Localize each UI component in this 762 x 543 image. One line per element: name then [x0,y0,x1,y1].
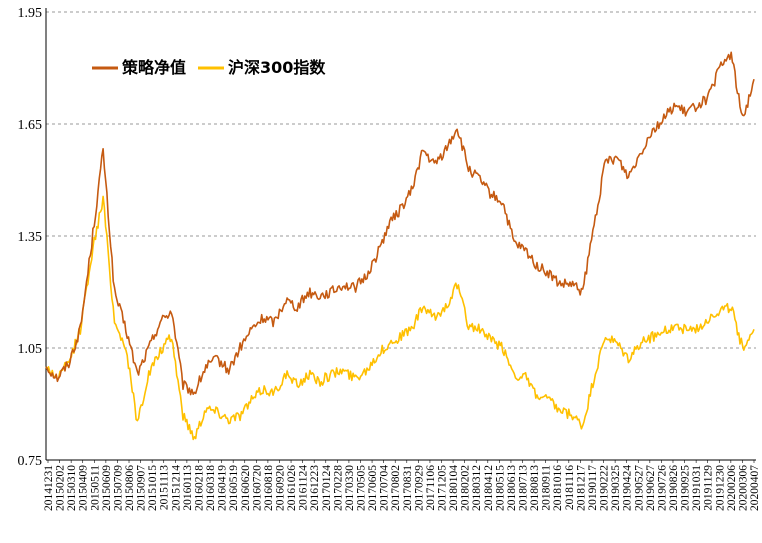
x-tick-label: 20161124 [298,465,310,511]
x-tick-label: 20191129 [703,465,715,511]
y-tick-label: 1.65 [18,118,43,133]
x-tick-label: 20150609 [101,465,113,511]
y-tick-label: 1.05 [18,342,43,357]
legend-label-strategy: 策略净值 [121,58,186,77]
y-tick-label: 1.35 [18,230,43,245]
x-tick-label: 20180613 [506,465,518,511]
x-tick-label: 20200407 [749,465,761,511]
legend: 策略净值 沪深300指数 [92,58,326,77]
x-tick-label: 20180412 [483,465,495,511]
x-tick-labels: 20141231 20150202 20150310 20150409 20150511… [43,460,761,511]
x-tick-label: 20151214 [170,465,182,511]
series-line-1 [45,195,755,441]
x-tick-label: 20151015 [147,465,159,511]
x-tick-label: 20180312 [471,465,483,511]
gridlines [46,11,756,349]
x-tick-label: 20170704 [379,465,391,511]
x-tick-label: 20150511 [89,465,101,511]
x-tick-label: 20151113 [159,465,171,510]
x-tick-label: 20170929 [413,465,425,511]
x-tick-label: 20180202 [460,465,472,511]
x-tick-label: 20160419 [217,465,229,511]
x-tick-label: 20181217 [575,465,587,511]
series-line-0 [45,51,755,396]
axes [45,8,756,461]
x-tick-label: 20190826 [668,465,680,511]
legend-label-csi300: 沪深300指数 [228,58,326,77]
x-tick-label: 20150907 [136,465,148,511]
x-tick-label: 20190325 [610,465,622,511]
x-tick-label: 20180515 [494,465,506,511]
x-tick-label: 20190925 [680,465,692,511]
x-tick-label: 20180813 [529,465,541,511]
x-tick-label: 20200206 [726,465,738,511]
x-tick-label: 20171106 [425,465,437,511]
x-tick-label: 20200306 [737,465,749,511]
x-tick-label: 20161223 [309,465,321,511]
x-tick-label: 20150806 [124,465,136,511]
y-tick-labels: 1.95 1.65 1.35 1.05 0.75 [18,6,43,469]
x-tick-label: 20170802 [390,465,402,511]
x-tick-label: 20160720 [251,465,263,511]
x-tick-label: 20180911 [541,465,553,511]
x-tick-label: 20170831 [402,465,414,511]
series-lines [45,51,755,441]
x-tick-label: 20170505 [355,465,367,511]
x-tick-label: 20180713 [518,465,530,511]
x-tick-label: 20160620 [240,465,252,511]
x-tick-label: 20190222 [599,465,611,511]
x-tick-label: 20150202 [55,465,67,511]
x-tick-label: 20170605 [367,465,379,511]
y-tick-label: 0.75 [18,454,43,469]
x-tick-label: 20160113 [182,465,194,511]
x-tick-label: 20161026 [286,465,298,511]
y-tick-label: 1.95 [18,6,43,21]
x-tick-label: 20141231 [43,465,55,511]
x-tick-label: 20160218 [193,465,205,511]
x-tick-label: 20191031 [691,465,703,511]
x-tick-label: 20181116 [564,465,576,510]
x-tick-label: 20170228 [332,465,344,511]
x-tick-label: 20190627 [645,465,657,511]
x-tick-label: 20181016 [552,465,564,511]
x-tick-label: 20180104 [448,465,460,511]
x-tick-label: 20190424 [622,465,634,511]
x-tick-label: 20150709 [112,465,124,511]
x-tick-label: 20190726 [656,465,668,511]
x-tick-label: 20170124 [321,465,333,511]
x-tick-label: 20160318 [205,465,217,511]
x-tick-label: 20170330 [344,465,356,511]
x-tick-label: 20190527 [633,465,645,511]
x-tick-label: 20191230 [714,465,726,511]
x-tick-label: 20160519 [228,465,240,511]
x-tick-label: 20150310 [66,465,78,511]
x-tick-label: 20160920 [274,465,286,511]
x-tick-label: 20190117 [587,465,599,511]
x-tick-label: 20150409 [78,465,90,511]
x-tick-label: 20160818 [263,465,275,511]
x-tick-label: 20171205 [437,465,449,511]
